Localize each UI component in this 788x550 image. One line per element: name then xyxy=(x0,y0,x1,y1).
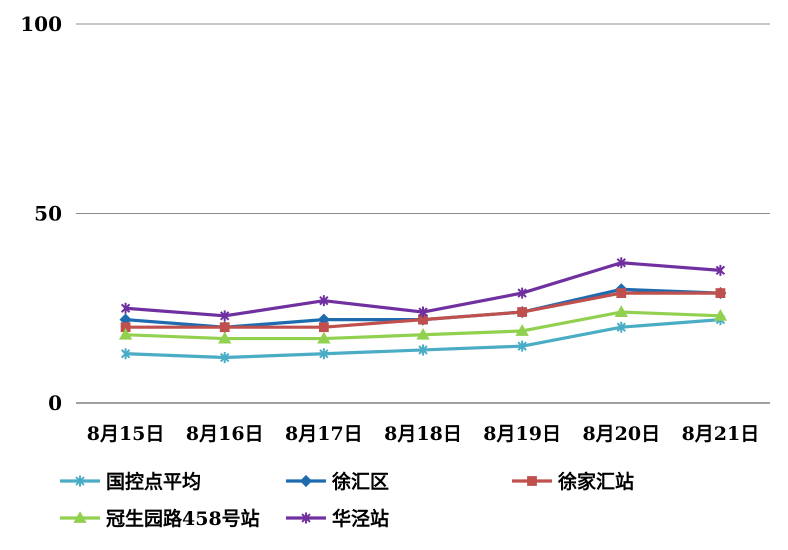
legend-marker xyxy=(299,474,313,488)
legend-label: 徐汇区 xyxy=(331,470,389,493)
x-tick-label: 8月21日 xyxy=(682,423,760,445)
data-point xyxy=(317,331,331,344)
legend-entry: 徐家汇站 xyxy=(512,470,634,493)
legend-marker xyxy=(73,511,87,523)
x-tick-label: 8月20日 xyxy=(582,423,660,445)
data-point xyxy=(616,321,626,333)
data-point xyxy=(220,352,230,364)
legend-entry: 冠生园路458号站 xyxy=(60,507,260,530)
data-point xyxy=(616,288,627,298)
data-point xyxy=(517,340,527,352)
data-point xyxy=(318,322,329,333)
x-axis-ticks: 8月15日 8月16日 8月17日 8月18日 8月19日 8月20日 8月21日 xyxy=(87,423,760,445)
data-point xyxy=(416,327,430,340)
y-tick-label-50: 50 xyxy=(34,202,62,226)
legend-entry: 华泾站 xyxy=(286,507,389,530)
x-tick-label: 8月15日 xyxy=(87,423,165,445)
data-point xyxy=(715,288,726,298)
x-tick-label: 8月17日 xyxy=(285,423,363,445)
legend-marker xyxy=(75,475,85,487)
data-point xyxy=(515,324,529,336)
data-point xyxy=(418,344,428,356)
y-axis-ticks: 0 50 100 xyxy=(20,12,62,415)
data-point xyxy=(713,309,728,321)
data-point xyxy=(120,302,131,314)
data-point xyxy=(319,348,329,360)
data-point xyxy=(616,257,626,269)
series-3 xyxy=(118,305,728,344)
data-point xyxy=(118,327,133,340)
x-tick-label: 8月19日 xyxy=(483,423,561,445)
y-tick-label-0: 0 xyxy=(48,391,62,415)
legend-label: 冠生园路458号站 xyxy=(106,507,260,530)
grid-lines xyxy=(76,23,770,404)
data-point xyxy=(220,310,230,322)
legend-marker xyxy=(527,476,537,486)
legend-entry: 徐汇区 xyxy=(286,470,389,493)
data-point xyxy=(120,348,131,360)
data-point xyxy=(319,295,329,307)
y-tick-label-100: 100 xyxy=(20,12,62,36)
data-point xyxy=(218,331,232,344)
series-4 xyxy=(120,257,726,322)
data-point xyxy=(517,307,528,317)
data-point xyxy=(418,306,428,318)
data-point xyxy=(614,305,628,317)
series-lines xyxy=(118,257,728,364)
x-tick-label: 8月18日 xyxy=(384,423,462,445)
legend-label: 徐家汇站 xyxy=(557,470,634,493)
x-tick-label: 8月16日 xyxy=(186,423,264,445)
data-point xyxy=(219,322,230,333)
data-point xyxy=(517,287,527,299)
legend-label: 华泾站 xyxy=(332,507,389,530)
legend-entry: 国控点平均 xyxy=(60,470,201,493)
data-point xyxy=(715,264,726,276)
legend-marker xyxy=(301,512,311,524)
legend-label: 国控点平均 xyxy=(106,470,201,493)
series-2 xyxy=(120,288,726,333)
